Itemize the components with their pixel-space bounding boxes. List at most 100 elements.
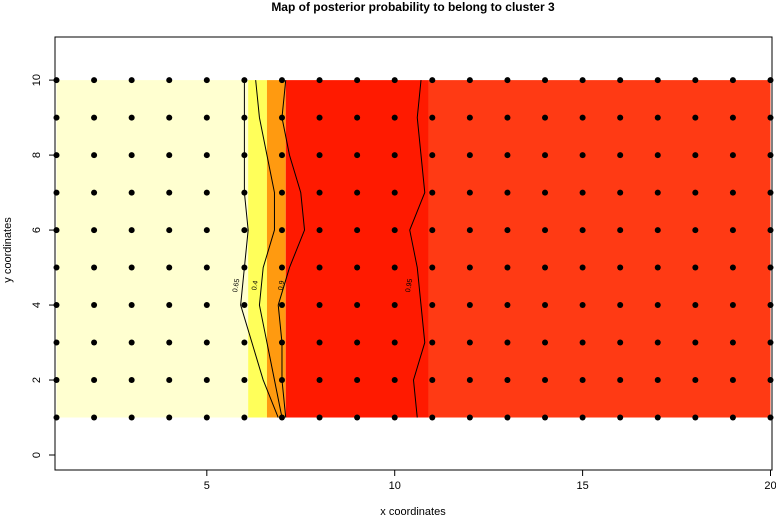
grid-point xyxy=(316,227,323,234)
grid-point xyxy=(692,77,699,84)
grid-point xyxy=(767,77,774,84)
grid-point xyxy=(91,414,98,421)
grid-point xyxy=(391,77,398,84)
grid-point xyxy=(91,264,98,271)
grid-point xyxy=(504,77,511,84)
grid-point xyxy=(542,152,549,159)
grid-point xyxy=(429,339,436,346)
grid-point xyxy=(767,114,774,121)
grid-point xyxy=(579,189,586,196)
grid-point xyxy=(91,377,98,384)
grid-point xyxy=(429,189,436,196)
grid-point xyxy=(354,302,361,309)
grid-point xyxy=(203,302,210,309)
grid-point xyxy=(729,302,736,309)
grid-point xyxy=(278,377,285,384)
grid-point xyxy=(617,377,624,384)
grid-point xyxy=(654,264,661,271)
grid-point xyxy=(53,114,60,121)
grid-point xyxy=(391,302,398,309)
contour-line xyxy=(240,80,279,418)
y-tick-label: 4 xyxy=(31,302,43,308)
grid-point xyxy=(241,302,248,309)
grid-point xyxy=(166,339,173,346)
grid-point xyxy=(767,264,774,271)
grid-point xyxy=(654,114,661,121)
grid-point xyxy=(166,377,173,384)
grid-point xyxy=(617,152,624,159)
grid-point xyxy=(391,414,398,421)
grid-point xyxy=(504,377,511,384)
grid-point xyxy=(466,339,473,346)
grid-point xyxy=(429,302,436,309)
grid-point xyxy=(542,414,549,421)
grid-point xyxy=(692,264,699,271)
grid-point xyxy=(91,302,98,309)
grid-point xyxy=(53,264,60,271)
contour-label: 0.4 xyxy=(251,280,260,291)
grid-point xyxy=(278,114,285,121)
grid-point xyxy=(354,414,361,421)
grid-point xyxy=(617,302,624,309)
grid-point xyxy=(128,302,135,309)
grid-point xyxy=(617,414,624,421)
grid-point xyxy=(166,77,173,84)
grid-point xyxy=(354,377,361,384)
grid-point xyxy=(692,377,699,384)
grid-point xyxy=(128,414,135,421)
grid-point xyxy=(579,264,586,271)
grid-point xyxy=(166,114,173,121)
grid-point xyxy=(654,152,661,159)
grid-point xyxy=(466,227,473,234)
grid-point xyxy=(542,189,549,196)
grid-point xyxy=(729,114,736,121)
grid-point xyxy=(391,189,398,196)
grid-point xyxy=(203,189,210,196)
grid-point xyxy=(316,302,323,309)
grid-point xyxy=(504,339,511,346)
grid-point xyxy=(579,414,586,421)
grid-point xyxy=(466,152,473,159)
grid-point xyxy=(504,152,511,159)
grid-point xyxy=(241,77,248,84)
grid-point xyxy=(391,339,398,346)
grid-point xyxy=(429,77,436,84)
grid-point xyxy=(316,114,323,121)
grid-point xyxy=(166,189,173,196)
grid-point xyxy=(203,77,210,84)
grid-point xyxy=(429,227,436,234)
grid-point xyxy=(692,227,699,234)
grid-point xyxy=(542,114,549,121)
grid-point xyxy=(579,152,586,159)
grid-point xyxy=(767,339,774,346)
grid-point xyxy=(354,189,361,196)
grid-point xyxy=(466,264,473,271)
grid-point xyxy=(767,414,774,421)
grid-point xyxy=(542,339,549,346)
grid-point xyxy=(542,227,549,234)
grid-point xyxy=(203,152,210,159)
grid-point xyxy=(466,77,473,84)
grid-point xyxy=(654,414,661,421)
grid-point xyxy=(729,152,736,159)
grid-point xyxy=(617,339,624,346)
grid-point xyxy=(91,114,98,121)
grid-point xyxy=(128,227,135,234)
x-axis-label: x coordinates xyxy=(380,506,446,518)
grid-point xyxy=(617,77,624,84)
grid-point xyxy=(466,377,473,384)
grid-point xyxy=(729,264,736,271)
grid-point xyxy=(241,339,248,346)
grid-point xyxy=(53,189,60,196)
grid-point xyxy=(579,377,586,384)
grid-point xyxy=(91,152,98,159)
grid-point xyxy=(542,302,549,309)
grid-point xyxy=(466,114,473,121)
grid-point xyxy=(617,114,624,121)
grid-point xyxy=(166,227,173,234)
x-tick-label: 10 xyxy=(389,480,401,492)
grid-point xyxy=(203,414,210,421)
probability-band xyxy=(285,80,429,418)
grid-point xyxy=(278,227,285,234)
grid-point xyxy=(278,414,285,421)
